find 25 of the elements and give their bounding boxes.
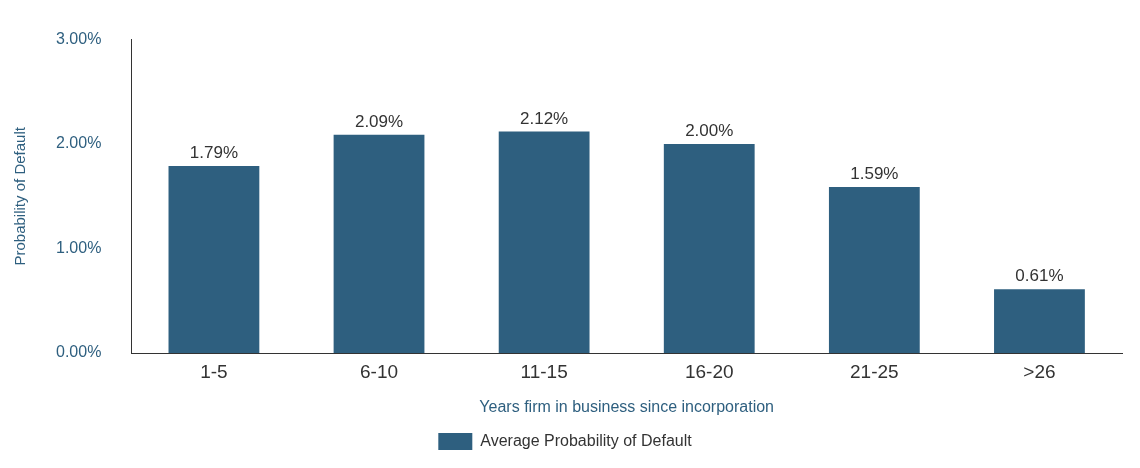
bar [168,166,260,353]
y-tick-label: 2.00% [55,134,102,152]
legend-label: Average Probability of Default [480,431,693,449]
x-tick-label: >26 [1023,360,1056,382]
y-tick-label: 0.00% [55,343,102,361]
data-label: 1.79% [189,143,239,163]
y-tick-label: 3.00% [55,30,102,48]
x-tick-label: 11-15 [520,360,568,382]
data-label: 2.12% [520,108,569,128]
data-label: 1.59% [850,164,899,184]
bar [333,134,425,353]
x-tick-label: 16-20 [684,360,734,382]
bar [828,186,920,353]
bar [994,289,1085,353]
x-tick-label: 1-5 [200,360,228,382]
data-label: 2.00% [685,121,734,141]
bar [498,131,590,353]
data-label: 2.09% [354,111,404,131]
data-label: 0.61% [1015,266,1064,286]
x-tick-label: 21-25 [850,360,899,382]
y-axis-title: Probability of Default [11,126,29,266]
x-tick-label: 6-10 [360,360,399,382]
y-tick-label: 1.00% [55,238,102,256]
x-axis-title: Years firm in business since incorporation [479,397,775,415]
bar [663,144,755,353]
